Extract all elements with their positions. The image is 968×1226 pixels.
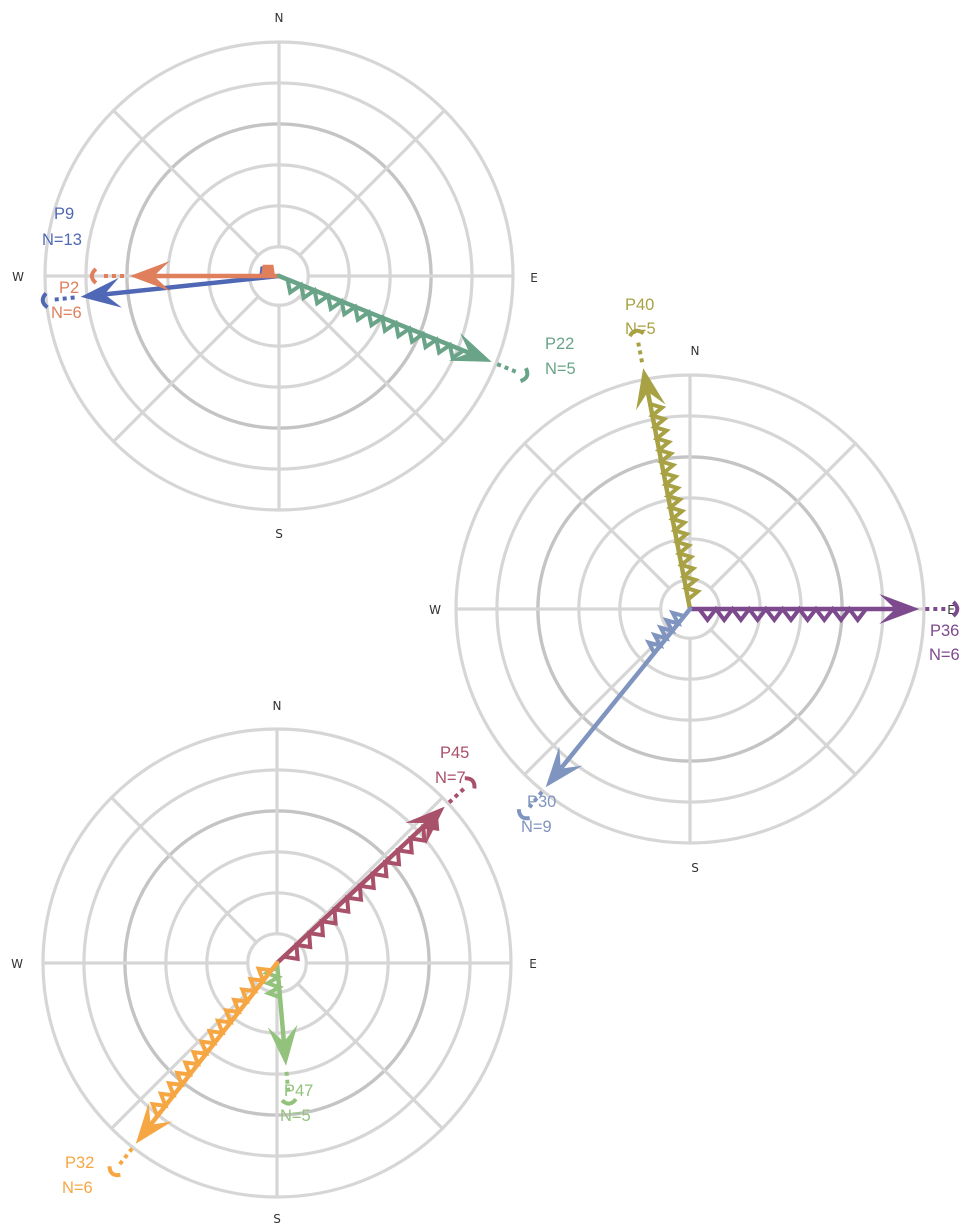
grid-spoke xyxy=(110,982,258,1130)
p32-count: N=6 xyxy=(62,1179,93,1197)
grid-spoke xyxy=(523,628,671,776)
p47-extension-cap xyxy=(280,1097,298,1106)
p47-extension xyxy=(284,1071,291,1096)
p32-zigzag xyxy=(149,966,272,1117)
p36-zigzag xyxy=(697,605,868,624)
rose-plot-upper: N E S W P9 N=13 P2 N=6 P22 N=5 xyxy=(12,11,576,541)
grid xyxy=(43,40,515,512)
south-label: S xyxy=(691,861,699,875)
south-label: S xyxy=(275,527,283,541)
p36-vector xyxy=(687,594,960,624)
vectors xyxy=(40,261,530,383)
south-label: S xyxy=(273,1212,281,1226)
p45-arrowhead xyxy=(405,806,445,845)
p40-zigzag xyxy=(648,402,702,601)
p45-extension xyxy=(447,784,469,804)
p47-arrowhead xyxy=(267,1024,298,1066)
vectors xyxy=(516,328,960,821)
grid-spoke xyxy=(112,295,260,443)
p22-extension xyxy=(496,362,521,375)
p32-vector xyxy=(107,960,280,1178)
p22-arrowhead xyxy=(448,333,492,362)
p30-extension xyxy=(525,790,544,812)
p40-arrowhead xyxy=(636,368,666,411)
p40-extension xyxy=(635,338,644,363)
grid-spoke xyxy=(709,628,857,776)
p22-vector xyxy=(276,273,530,383)
p30-shaft xyxy=(558,606,693,771)
p45-extension-cap xyxy=(464,776,477,789)
p40-extension-cap xyxy=(628,328,645,338)
grid-spoke xyxy=(112,109,260,257)
p45-shaft xyxy=(274,820,430,966)
p30-arrowhead xyxy=(545,746,583,788)
p40-label: P40 xyxy=(625,296,654,314)
grid-spoke xyxy=(298,109,446,257)
p40-count: N=5 xyxy=(625,320,656,338)
p9-extension-cap xyxy=(40,292,49,310)
grid-spoke xyxy=(709,442,857,590)
p22-zigzag xyxy=(285,278,465,362)
grid-spoke xyxy=(110,796,258,944)
p30-count: N=9 xyxy=(521,818,552,836)
p2-count: N=6 xyxy=(51,304,82,322)
east-label: E xyxy=(947,603,955,617)
west-label: W xyxy=(11,957,23,971)
p30-extension-cap xyxy=(516,808,531,821)
p2-label: P2 xyxy=(59,279,79,297)
north-label: N xyxy=(275,11,284,25)
east-label: E xyxy=(529,957,537,971)
p32-extension-cap xyxy=(107,1165,121,1178)
east-label: E xyxy=(530,271,538,285)
rose-plot-right: N E S W P40 N=5 P36 N=6 P30 N=9 xyxy=(429,296,960,875)
p30-label: P30 xyxy=(527,793,556,811)
p47-count: N=5 xyxy=(280,1107,311,1125)
p36-arrowhead xyxy=(879,594,920,624)
vectors xyxy=(107,776,477,1178)
p22-extension-cap xyxy=(519,367,530,383)
p36-label: P36 xyxy=(930,622,959,640)
p36-extension-cap xyxy=(951,600,960,618)
p9-count: N=13 xyxy=(42,231,82,249)
p45-zigzag xyxy=(283,814,440,962)
p9-shaft xyxy=(102,273,282,297)
p2-extension-cap xyxy=(89,267,98,285)
p36-count: N=6 xyxy=(929,646,960,664)
west-label: W xyxy=(12,270,24,284)
p9-extension xyxy=(50,295,75,302)
p30-zigzag xyxy=(644,609,685,655)
grid-spoke xyxy=(298,295,446,443)
north-label: N xyxy=(273,699,282,713)
p47-label: P47 xyxy=(284,1082,313,1100)
p32-arrowhead xyxy=(135,1103,173,1144)
p9-label: P9 xyxy=(54,205,74,223)
north-label: N xyxy=(691,344,700,358)
p32-label: P32 xyxy=(65,1154,94,1172)
p2-zigzag xyxy=(261,264,275,277)
p9-arrowhead xyxy=(80,277,122,308)
p22-label: P22 xyxy=(545,335,574,353)
p40-vector xyxy=(628,328,702,612)
p45-label: P45 xyxy=(440,744,469,762)
p45-vector xyxy=(274,776,477,966)
p2-arrowhead xyxy=(129,261,170,291)
grid-spoke xyxy=(523,442,671,590)
p2-vector xyxy=(89,261,282,291)
rose-plot-lower: N E S W P45 N=7 P47 N=5 P32 N=6 xyxy=(11,699,537,1226)
p30-vector xyxy=(516,606,693,821)
grid-spoke xyxy=(296,982,444,1130)
p22-count: N=5 xyxy=(545,360,576,378)
p32-extension xyxy=(115,1147,134,1169)
p45-count: N=7 xyxy=(435,769,466,787)
west-label: W xyxy=(429,603,441,617)
